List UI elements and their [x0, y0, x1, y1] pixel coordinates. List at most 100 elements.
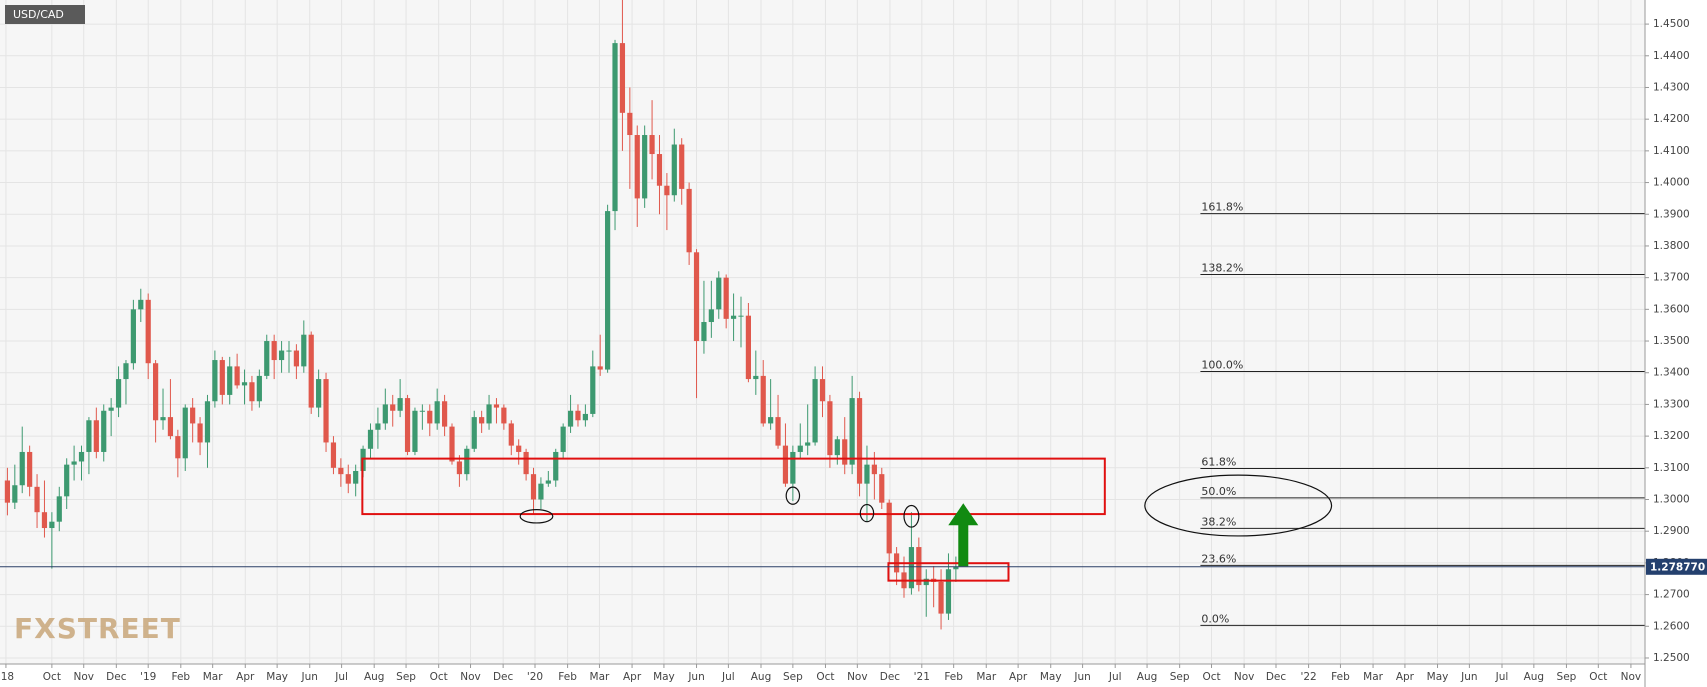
- plot-background: [0, 0, 1645, 664]
- x-tick-label: Feb: [944, 671, 963, 683]
- candle-body: [486, 404, 492, 424]
- x-tick-label: Mar: [590, 671, 610, 683]
- candle-body: [812, 379, 818, 443]
- annotations: 161.8% 138.2% 100.0% 61.8% 50.0% 38.2% 23.6% 0.…: [0, 201, 1645, 626]
- y-tick-label: 1.2600: [1653, 620, 1690, 632]
- chart-title: USD/CAD: [13, 8, 64, 21]
- candle-body: [190, 407, 196, 424]
- candle-body: [330, 442, 337, 468]
- candle-body: [249, 382, 255, 402]
- candle-body: [434, 401, 440, 424]
- x-tick-label: Oct: [816, 671, 834, 683]
- candle-body: [819, 379, 826, 402]
- candle-body: [412, 410, 418, 452]
- candle-body: [427, 410, 433, 424]
- x-tick-label: Sep: [1557, 671, 1577, 683]
- x-tick-label: Jun: [301, 671, 318, 683]
- fib-label: 0.0%: [1201, 612, 1229, 625]
- x-tick-label: Dec: [493, 671, 514, 683]
- candle-body: [479, 417, 485, 424]
- x-tick-label: Nov: [1621, 671, 1642, 683]
- candle-body: [582, 413, 588, 421]
- fib-label: 61.8%: [1201, 455, 1236, 468]
- candle-body: [693, 252, 700, 342]
- candle-body: [723, 277, 729, 319]
- fib-label: 50.0%: [1201, 485, 1236, 498]
- x-tick-label: '20: [527, 671, 543, 683]
- x-tick-label: '21: [914, 671, 930, 683]
- x-tick-label: Jun: [1073, 671, 1090, 683]
- x-tick-label: Dec: [106, 671, 127, 683]
- x-tick-label: Aug: [364, 671, 385, 683]
- candle-body: [323, 379, 329, 443]
- x-tick-label: Jul: [1495, 671, 1509, 683]
- candle-body: [130, 309, 136, 364]
- x-tick-label: Nov: [847, 671, 868, 683]
- candle-body: [716, 277, 722, 310]
- candle-body: [642, 135, 648, 199]
- candle-body: [375, 423, 381, 430]
- x-tick-label: Oct: [430, 671, 448, 683]
- x-tick-label: Apr: [236, 671, 255, 683]
- candle-body: [827, 401, 833, 456]
- candle-body: [123, 363, 129, 380]
- candle-body: [797, 445, 803, 452]
- candle-body: [738, 315, 744, 317]
- candle-body: [12, 485, 18, 503]
- candle-body: [41, 512, 48, 529]
- x-tick-label: Sep: [783, 671, 803, 683]
- candle-body: [679, 144, 685, 189]
- x-tick-label: Sep: [1170, 671, 1190, 683]
- candle-body: [27, 451, 33, 487]
- candle-body: [634, 135, 640, 199]
- x-tick-label: Aug: [1524, 671, 1545, 683]
- y-tick-label: 1.3900: [1653, 208, 1690, 220]
- y-tick-label: 1.3800: [1653, 240, 1690, 252]
- candle-body: [316, 379, 322, 408]
- candle-body: [730, 315, 737, 319]
- candle-body: [271, 341, 277, 361]
- candle-body: [856, 398, 863, 484]
- candle-body: [590, 366, 596, 414]
- fib-label: 23.6%: [1201, 552, 1236, 565]
- candle-body: [19, 451, 25, 486]
- candle-body: [612, 43, 618, 212]
- last-price-badge: [1646, 558, 1707, 575]
- candle-body: [597, 366, 603, 370]
- highlight-ellipse: [903, 504, 920, 528]
- candle-body: [308, 334, 314, 408]
- candle-body: [864, 464, 870, 484]
- candle-body: [886, 502, 892, 554]
- candle-body: [849, 398, 855, 465]
- candle-body: [745, 315, 752, 380]
- candle-body: [760, 375, 766, 424]
- candle-body: [664, 185, 670, 196]
- candle-body: [71, 461, 77, 465]
- candle-body: [264, 341, 270, 376]
- x-tick-label: Aug: [1137, 671, 1158, 683]
- candle-body: [301, 334, 307, 367]
- candle-body: [138, 299, 144, 310]
- x-tick-label: Jul: [334, 671, 348, 683]
- candle-body: [619, 43, 626, 113]
- y-tick-label: 1.4200: [1653, 113, 1690, 125]
- candle-body: [530, 474, 537, 500]
- y-tick-label: 1.2500: [1653, 652, 1690, 664]
- candle-body: [34, 486, 40, 513]
- x-tick-label: May: [1427, 671, 1449, 683]
- candle-body: [456, 461, 463, 475]
- x-tick-label: Apr: [1009, 671, 1028, 683]
- x-tick-label: Dec: [880, 671, 901, 683]
- x-tick-label: '22: [1300, 671, 1316, 683]
- x-tick-label: Dec: [1266, 671, 1287, 683]
- candle-body: [286, 350, 292, 352]
- highlight-ellipse: [859, 503, 875, 523]
- y-tick-label: 1.2900: [1653, 525, 1690, 537]
- axes: 1.25001.26001.27001.28001.29001.30001.31…: [0, 18, 1707, 683]
- candle-body: [93, 420, 99, 452]
- candle-body: [4, 480, 11, 503]
- candle-body: [753, 375, 759, 380]
- candle-body: [115, 379, 122, 408]
- candle-body: [508, 423, 514, 446]
- candle-body: [212, 360, 218, 402]
